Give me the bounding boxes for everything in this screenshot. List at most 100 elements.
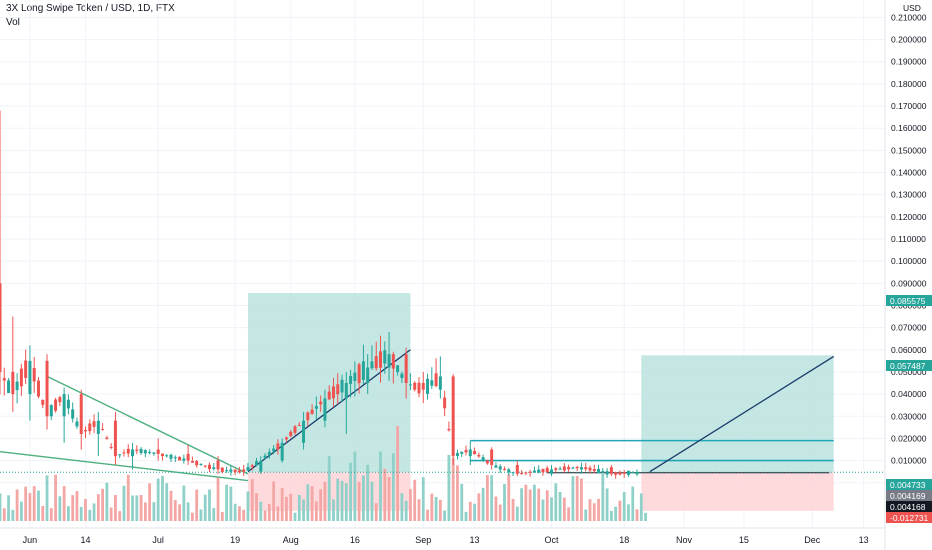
time-tick-label: 19 <box>230 535 240 545</box>
candle-body <box>152 452 156 454</box>
volume-bar <box>45 475 49 521</box>
volume-bar <box>520 488 523 521</box>
candle-body <box>361 361 365 380</box>
price-tick-label: 0.160000 <box>891 123 927 133</box>
price-tick-label: 0.180000 <box>891 79 927 89</box>
volume-indicator-label[interactable]: Vol <box>6 17 20 28</box>
candle-body <box>178 456 182 461</box>
candle-body <box>58 397 62 403</box>
candle-body <box>66 399 70 409</box>
time-tick-label: 13 <box>859 535 869 545</box>
candle-body <box>75 421 79 427</box>
price-tick-label: 0.060000 <box>891 345 927 355</box>
candle-body <box>353 372 357 381</box>
volume-bar <box>169 490 173 521</box>
volume-bar <box>528 489 532 521</box>
price-axis[interactable]: 0.210000 0.200000 0.190000 0.180000 0.170000… <box>884 0 927 550</box>
volume-bar <box>447 454 451 521</box>
time-tick-label: Oct <box>545 535 560 545</box>
volume-bar <box>438 499 442 521</box>
candle-body <box>173 457 177 459</box>
candle-body <box>220 467 224 472</box>
candle-body <box>528 471 532 473</box>
candle-body <box>237 470 241 473</box>
candle-body <box>0 283 2 372</box>
candle-body <box>631 472 635 474</box>
candle-body <box>622 472 626 474</box>
volume-bar <box>276 506 280 521</box>
price-tag <box>886 479 932 490</box>
volume-bar <box>584 509 588 521</box>
lower-wedge-line <box>0 451 249 482</box>
candle-body <box>314 406 318 409</box>
candle-body <box>340 379 344 393</box>
candle-body <box>233 469 237 473</box>
volume-bar <box>592 503 596 521</box>
candle-body <box>421 383 425 390</box>
candle-body <box>139 448 143 454</box>
volume-bar <box>238 506 241 521</box>
volume-bar <box>327 456 331 521</box>
candle-body <box>605 471 609 475</box>
time-tick-label: Dec <box>804 535 821 545</box>
candle-body <box>255 461 259 466</box>
volume-bar <box>54 474 57 521</box>
volume-bar <box>216 477 220 521</box>
price-tick-label: 0.210000 <box>891 12 927 22</box>
candle-body <box>203 465 207 467</box>
symbol-title[interactable]: 3X Long Swipe Token / USD, 1D, FTX <box>6 3 175 14</box>
candle-body <box>430 380 434 386</box>
time-axis[interactable]: Jun 14 Jul 19 Aug 16 Sep 13 Oct 18 Nov 15 Dec 13 <box>0 527 885 545</box>
price-tag-label: 0.004169 <box>890 491 926 501</box>
candle-body <box>366 367 370 384</box>
candle-body <box>626 470 630 475</box>
candle-body <box>302 420 306 443</box>
candle-body <box>485 460 489 464</box>
volume-bar <box>558 491 562 521</box>
volume-bar <box>349 462 352 521</box>
candle-body <box>584 467 588 470</box>
candle-body <box>331 386 335 399</box>
volume-bar <box>15 489 19 521</box>
candle-body <box>451 376 455 457</box>
volume-bar <box>473 503 476 521</box>
time-tick-label: Sep <box>415 535 431 545</box>
candle-body <box>297 425 301 427</box>
candle-body <box>567 467 571 470</box>
volume-bar <box>49 508 53 521</box>
time-tick-label: Nov <box>676 535 693 545</box>
volume-bar <box>285 496 288 521</box>
volume-bar <box>383 468 387 521</box>
price-tick-label: 0.020000 <box>891 433 927 443</box>
volume-bar <box>143 502 147 521</box>
volume-bar <box>131 495 134 521</box>
volume-bar <box>631 486 635 521</box>
candle-body <box>62 394 66 417</box>
volume-bar <box>220 512 224 521</box>
volume-bar <box>182 485 186 521</box>
volume-bar <box>575 476 579 521</box>
candle-body <box>601 471 605 473</box>
candle-body <box>413 382 417 390</box>
candle-body <box>438 376 442 390</box>
candle-body <box>131 449 135 457</box>
volume-bar <box>229 486 233 521</box>
volume-bar <box>494 496 498 521</box>
volume-bar <box>344 483 348 521</box>
candle-body <box>545 467 549 473</box>
candle-body <box>101 429 105 431</box>
volume-bar <box>88 509 92 521</box>
volume-bar <box>225 484 228 521</box>
price-tick-label: 0.110000 <box>891 234 926 244</box>
candle-body <box>618 472 622 475</box>
volume-bar <box>541 499 545 521</box>
candle-body <box>28 360 32 395</box>
candle-body <box>225 470 229 472</box>
candle-body <box>571 467 575 469</box>
candle-body <box>511 472 515 474</box>
volume-bar <box>366 464 370 521</box>
candle-body <box>113 420 117 457</box>
candle-body <box>387 354 391 368</box>
candle-body <box>263 455 267 459</box>
